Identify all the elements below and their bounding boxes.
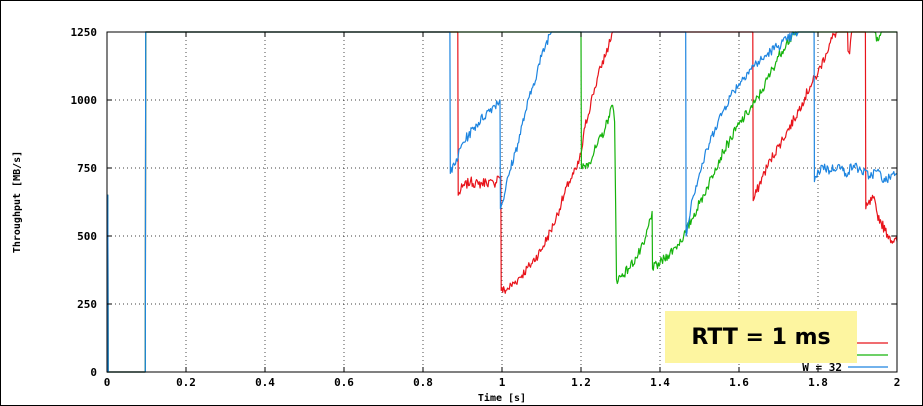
y-tick-label: 500 <box>77 230 97 243</box>
x-tick-label: 0 <box>104 376 111 389</box>
x-tick-label: 1 <box>499 376 506 389</box>
x-tick-label: 1.6 <box>729 376 749 389</box>
y-tick-label: 1250 <box>71 26 98 39</box>
ticks: 0 0.2 0.4 0.6 0.8 1 1.2 1.4 1.6 1.8 2 0 250 500 750 100… <box>71 26 901 389</box>
y-tick-label: 1000 <box>71 94 98 107</box>
y-tick-label: 0 <box>90 366 97 379</box>
x-tick-label: 1.4 <box>650 376 670 389</box>
x-tick-label: 0.6 <box>334 376 354 389</box>
series-line-2 <box>106 31 897 373</box>
x-tick-label: 1.2 <box>571 376 591 389</box>
x-tick-label: 0.8 <box>413 376 433 389</box>
x-tick-label: 2 <box>894 376 901 389</box>
y-tick-label: 750 <box>77 162 97 175</box>
y-tick-label: 250 <box>77 298 97 311</box>
series-line-3 <box>106 31 898 373</box>
series-layer <box>106 31 898 373</box>
x-tick-label: 1.8 <box>808 376 828 389</box>
x-axis-label: Time [s] <box>478 392 526 404</box>
x-tick-label: 0.2 <box>176 376 196 389</box>
rtt-annotation: RTT = 1 ms <box>665 311 857 363</box>
y-axis-label: Throughput [MB/s] <box>12 151 23 253</box>
x-tick-label: 0.4 <box>255 376 275 389</box>
legend-label: W = 32 <box>802 361 842 374</box>
